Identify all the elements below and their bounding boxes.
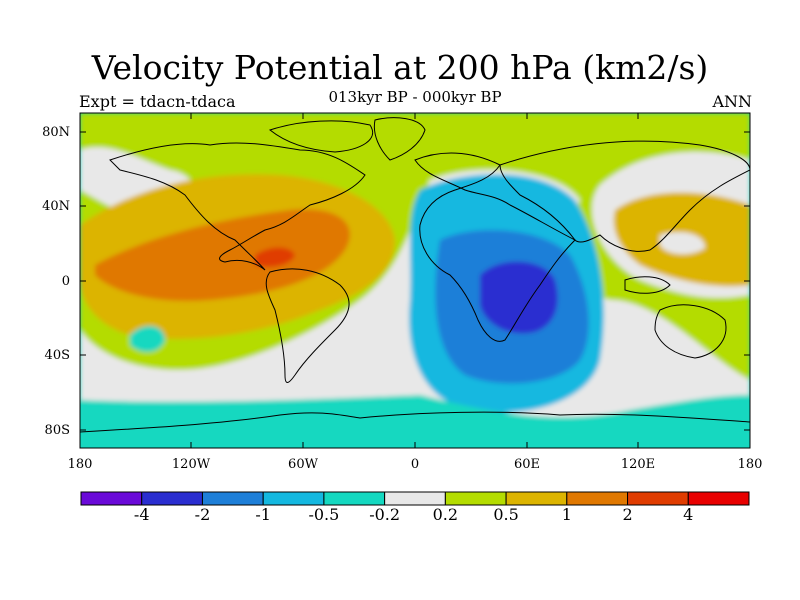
lat-label-40n: 40N (42, 199, 70, 214)
colorbar-swatch (80, 491, 143, 506)
colorbar-swatch (201, 491, 264, 506)
lon-label-60e: 60E (513, 457, 541, 472)
axis-ticks (80, 113, 750, 448)
colorbar-swatch (141, 491, 203, 506)
lat-label-0: 0 (61, 274, 70, 289)
season-label: ANN (712, 92, 752, 111)
lon-label-120w: 120W (171, 457, 211, 472)
colorbar-swatch (627, 491, 689, 506)
colorbar-swatch (444, 491, 507, 506)
lon-label-120e: 120E (620, 457, 656, 472)
colorbar-swatch (323, 491, 386, 506)
map-title: Velocity Potential at 200 hPa (km2/s) (91, 48, 709, 87)
colorbar-label: 4 (683, 505, 694, 524)
lon-label-60w: 60W (288, 457, 318, 472)
lon-label-0: 0 (410, 457, 420, 472)
experiment-label: Expt = tdacn-tdaca (79, 92, 236, 111)
lat-label-80n: 80N (42, 125, 70, 140)
colorbar-label: -4 (133, 505, 150, 524)
colorbar-label: -0.2 (369, 505, 401, 524)
lon-label-180w: 180 (67, 457, 93, 472)
map-subtitle: 013kyr BP - 000kyr BP (328, 88, 502, 106)
colorbar-swatch (687, 491, 750, 506)
colorbar-label: -0.5 (308, 505, 340, 524)
colorbar-swatch (505, 491, 568, 506)
lon-label-180e: 180 (737, 457, 763, 472)
contour-fill (80, 113, 750, 448)
colorbar-label: 0.5 (493, 505, 519, 524)
colorbar-swatch (262, 491, 325, 506)
colorbar-label: -1 (255, 505, 271, 524)
colorbar-label: 0.2 (432, 505, 459, 524)
colorbar-label: 2 (622, 505, 633, 524)
colorbar-swatch (566, 491, 629, 506)
colorbar-label: -2 (194, 505, 211, 524)
colorbar-label: 1 (561, 505, 572, 524)
coastlines (80, 117, 750, 433)
colorbar (80, 491, 750, 506)
colorbar-swatch (384, 491, 446, 506)
lat-label-40s: 40S (44, 348, 70, 363)
lat-label-80s: 80S (44, 423, 70, 438)
